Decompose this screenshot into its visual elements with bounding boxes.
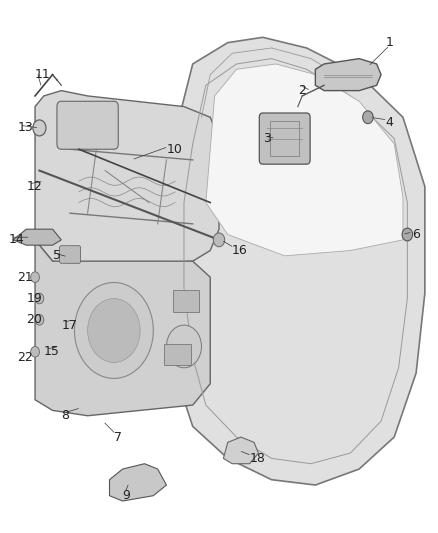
FancyBboxPatch shape xyxy=(57,101,118,149)
Polygon shape xyxy=(13,229,61,245)
Circle shape xyxy=(402,228,413,241)
Text: 21: 21 xyxy=(18,271,33,284)
Text: 17: 17 xyxy=(61,319,77,332)
Text: 7: 7 xyxy=(114,431,122,443)
Text: 13: 13 xyxy=(18,122,33,134)
Polygon shape xyxy=(166,37,425,485)
Text: 3: 3 xyxy=(263,132,271,145)
Text: 5: 5 xyxy=(53,249,60,262)
Text: 11: 11 xyxy=(35,68,51,81)
Text: 14: 14 xyxy=(9,233,25,246)
Text: 2: 2 xyxy=(298,84,306,97)
Text: 6: 6 xyxy=(412,228,420,241)
Text: 19: 19 xyxy=(26,292,42,305)
Circle shape xyxy=(35,293,44,304)
Circle shape xyxy=(35,314,44,325)
Polygon shape xyxy=(110,464,166,501)
Polygon shape xyxy=(35,91,219,266)
Polygon shape xyxy=(315,59,381,91)
Text: 16: 16 xyxy=(232,244,248,257)
Polygon shape xyxy=(35,240,210,416)
Circle shape xyxy=(33,120,46,136)
Text: 20: 20 xyxy=(26,313,42,326)
Text: 9: 9 xyxy=(123,489,131,502)
Text: 8: 8 xyxy=(61,409,69,422)
Circle shape xyxy=(88,298,140,362)
Text: 22: 22 xyxy=(18,351,33,364)
Circle shape xyxy=(213,233,225,247)
Text: 10: 10 xyxy=(166,143,182,156)
FancyBboxPatch shape xyxy=(173,290,199,312)
Text: 4: 4 xyxy=(385,116,393,129)
Text: 18: 18 xyxy=(250,452,265,465)
FancyBboxPatch shape xyxy=(164,344,191,365)
Circle shape xyxy=(31,346,39,357)
Text: 12: 12 xyxy=(26,180,42,193)
Circle shape xyxy=(363,111,373,124)
Polygon shape xyxy=(206,64,403,256)
FancyBboxPatch shape xyxy=(259,113,310,164)
Polygon shape xyxy=(223,437,258,464)
Circle shape xyxy=(74,282,153,378)
Circle shape xyxy=(166,325,201,368)
Text: 1: 1 xyxy=(385,36,393,49)
Circle shape xyxy=(31,272,39,282)
Text: 15: 15 xyxy=(44,345,60,358)
FancyBboxPatch shape xyxy=(60,246,81,263)
